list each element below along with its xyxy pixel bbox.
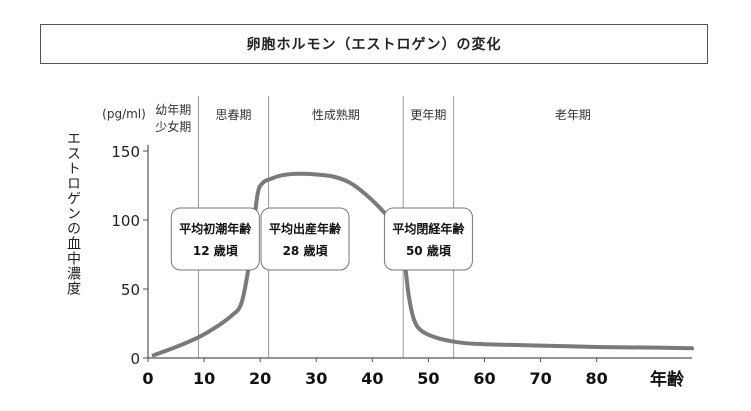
annotation-value: 28 歳頃 <box>283 243 329 258</box>
annotation-box: 平均初潮年齢 12 歳頃 <box>170 207 260 271</box>
annotation-frame <box>170 207 260 271</box>
phase-label: 老年期 <box>555 108 591 122</box>
phase-label: 幼年期少女期 <box>155 103 191 134</box>
annotation-frame <box>383 207 473 271</box>
y-tick-label: 0 <box>130 350 140 368</box>
x-tick-label: 10 <box>193 369 215 388</box>
y-tick-label: 100 <box>111 212 140 230</box>
chart-title: 卵胞ホルモン（エストロゲン）の変化 <box>40 24 708 64</box>
y-axis-label: エストロゲンの血中濃度 <box>65 131 81 296</box>
estrogen-curve <box>151 171 694 358</box>
annotation-value: 50 歳頃 <box>406 243 452 258</box>
annotation-title: 平均閉経年齢 <box>392 221 465 236</box>
x-tick-label: 50 <box>417 369 439 388</box>
annotation-frame <box>260 207 350 271</box>
phase-label: 更年期 <box>410 108 446 122</box>
annotation-box: 平均出産年齢 28 歳頃 <box>260 207 350 271</box>
y-tick-label: 150 <box>111 143 140 161</box>
annotation-title: 平均初潮年齢 <box>179 221 252 236</box>
y-tick-label: 50 <box>121 281 140 299</box>
x-tick-label: 60 <box>473 369 495 388</box>
phase-label: 思春期 <box>216 108 252 122</box>
phase-label: 性成熟期 <box>312 107 360 122</box>
y-axis-unit: (pg/ml) <box>102 107 146 121</box>
x-tick-label: 30 <box>305 369 327 388</box>
x-tick-label: 20 <box>249 369 271 388</box>
annotation-box: 平均閉経年齢 50 歳頃 <box>383 207 473 271</box>
x-tick-label: 70 <box>529 369 551 388</box>
x-tick-label: 0 <box>142 369 153 388</box>
x-tick-label: 40 <box>361 369 383 388</box>
annotation-value: 12 歳頃 <box>193 243 239 258</box>
x-axis-label: 年齢 <box>650 369 685 390</box>
annotation-title: 平均出産年齢 <box>269 221 342 236</box>
x-tick-label: 80 <box>586 369 608 388</box>
